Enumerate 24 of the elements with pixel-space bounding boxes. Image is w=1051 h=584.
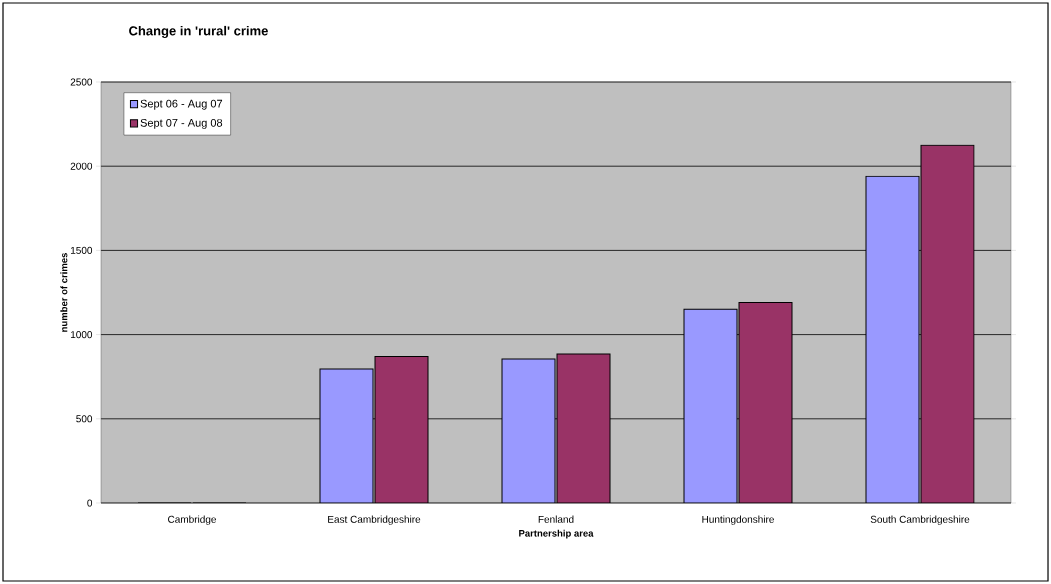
x-tick-label: Huntingdonshire (702, 515, 774, 525)
bar (556, 353, 611, 503)
legend-label: Sept 06 - Aug 07 (140, 99, 223, 110)
y-tick-label: 0 (87, 499, 93, 507)
x-tick-label: East Cambridgeshire (328, 515, 421, 525)
legend-label: Sept 07 - Aug 08 (140, 118, 223, 129)
bar (683, 308, 738, 503)
bar (920, 144, 975, 503)
y-tick-label: 1500 (70, 246, 93, 254)
x-tick-label: South Cambridgeshire (870, 515, 970, 525)
x-axis-title: Partnership area (519, 529, 594, 539)
bar (374, 355, 429, 503)
bar (319, 368, 374, 503)
bar (865, 175, 920, 503)
y-tick-label: 2500 (70, 78, 93, 86)
y-axis-title: number of crimes (60, 253, 68, 332)
chart-title: Change in 'rural' crime (129, 25, 268, 39)
bar (501, 358, 556, 503)
x-tick-label: Fenland (538, 515, 574, 523)
y-tick-label: 2000 (70, 162, 93, 170)
x-tick-label: Cambridge (168, 515, 216, 525)
y-tick-label: 1000 (70, 331, 93, 339)
y-tick-label: 500 (76, 415, 93, 423)
bar (738, 302, 793, 503)
